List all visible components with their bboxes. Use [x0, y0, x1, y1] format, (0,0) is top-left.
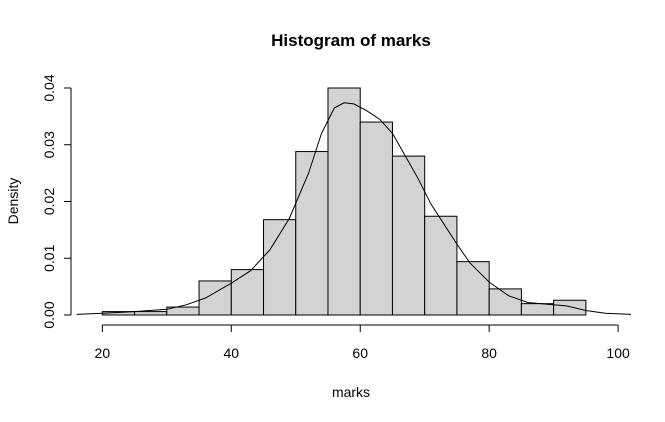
y-tick-label-1: 0.01: [41, 244, 57, 271]
histogram-bar-7: [327, 87, 361, 316]
histogram-bar-13: [520, 303, 555, 316]
x-axis-label: marks: [332, 384, 370, 400]
x-axis: 20 40 60 80 100: [95, 324, 630, 361]
chart-title: Histogram of marks: [271, 31, 431, 50]
x-tick-label-2: 60: [352, 345, 368, 361]
histogram-bars: [101, 87, 587, 316]
histogram-bar-6: [295, 151, 329, 316]
y-axis-label: Density: [5, 178, 21, 225]
histogram-bar-1: [134, 311, 168, 316]
x-tick-label-3: 80: [481, 345, 497, 361]
x-tick-label-4: 100: [606, 345, 630, 361]
y-axis: 0.00 0.01 0.02 0.03 0.04: [41, 74, 72, 329]
histogram-bar-10: [424, 215, 458, 316]
histogram-bar-12: [488, 288, 522, 316]
x-tick-label-1: 40: [223, 345, 239, 361]
histogram-bar-14: [553, 299, 587, 316]
density-curve-group: [76, 102, 632, 315]
x-tick-label-0: 20: [95, 345, 111, 361]
histogram-bar-4: [230, 269, 265, 316]
y-tick-label-2: 0.02: [41, 188, 57, 215]
histogram-bar-9: [391, 155, 426, 316]
y-tick-label-3: 0.03: [41, 131, 57, 158]
y-tick-label-4: 0.04: [41, 74, 57, 101]
density-curve: [76, 102, 632, 315]
histogram-bar-11: [456, 261, 490, 316]
histogram-bar-8: [359, 121, 393, 316]
y-tick-label-0: 0.00: [41, 301, 57, 328]
